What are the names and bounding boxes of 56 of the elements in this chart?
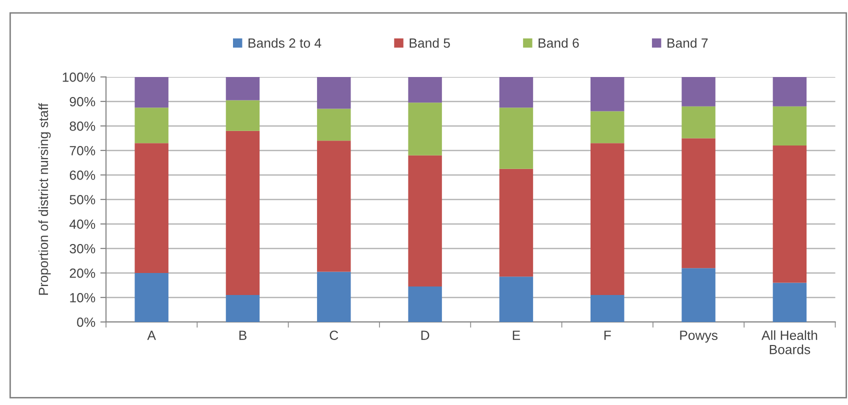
x-tick-label: All Health Boards [761, 330, 818, 354]
bar [134, 143, 168, 273]
x-tick-label: F [604, 330, 611, 340]
bar [317, 140, 351, 272]
legend-label: Band 7 [668, 38, 708, 48]
x-tick-label: B [239, 330, 246, 340]
y-tick-label: 60% [70, 170, 96, 180]
x-tick-label: D [421, 330, 430, 340]
bar [499, 276, 534, 322]
bar [226, 295, 260, 322]
bar [499, 76, 534, 108]
y-tick-label: 0% [77, 318, 96, 327]
bar [682, 268, 716, 322]
bar [772, 76, 807, 106]
bar [408, 155, 442, 286]
bar [499, 168, 534, 277]
bar [590, 76, 624, 112]
bar [317, 272, 351, 322]
bar [317, 76, 351, 109]
bar [226, 76, 260, 100]
bar [134, 108, 168, 144]
y-tick-label: 40% [69, 220, 96, 229]
x-tick-label: C [330, 330, 338, 340]
bar [408, 76, 442, 103]
bar [317, 108, 351, 141]
bar [682, 138, 716, 268]
y-tick-label: 70% [70, 146, 96, 156]
y-tick-label: 100% [62, 72, 96, 82]
legend-label: Band 5 [410, 38, 450, 48]
bar [134, 272, 168, 322]
y-tick-label: 10% [70, 293, 96, 302]
bar [226, 130, 260, 296]
x-tick-label: E [512, 330, 520, 340]
bar [590, 295, 624, 322]
bar [408, 286, 442, 322]
y-tick-label: 50% [70, 195, 96, 204]
bar [772, 282, 807, 322]
x-tick-label: Powys [680, 330, 718, 343]
y-axis-title: Proportion of district nursing staff [38, 103, 51, 295]
y-tick-label: 30% [70, 244, 96, 254]
bar [499, 108, 534, 169]
bar [682, 106, 716, 138]
bar [408, 102, 442, 156]
bar [134, 76, 168, 108]
legend-label: Bands 2 to 4 [248, 38, 322, 48]
x-tick-label: A [147, 330, 156, 340]
bar [682, 76, 716, 106]
y-tick-label: 20% [70, 268, 96, 278]
bar [772, 106, 807, 146]
bar [772, 146, 807, 283]
bar [226, 100, 260, 131]
y-tick-label: 90% [70, 97, 96, 106]
y-tick-label: 80% [70, 122, 96, 131]
bar [590, 111, 624, 144]
bar [590, 143, 624, 296]
legend-label: Band 6 [538, 38, 579, 48]
